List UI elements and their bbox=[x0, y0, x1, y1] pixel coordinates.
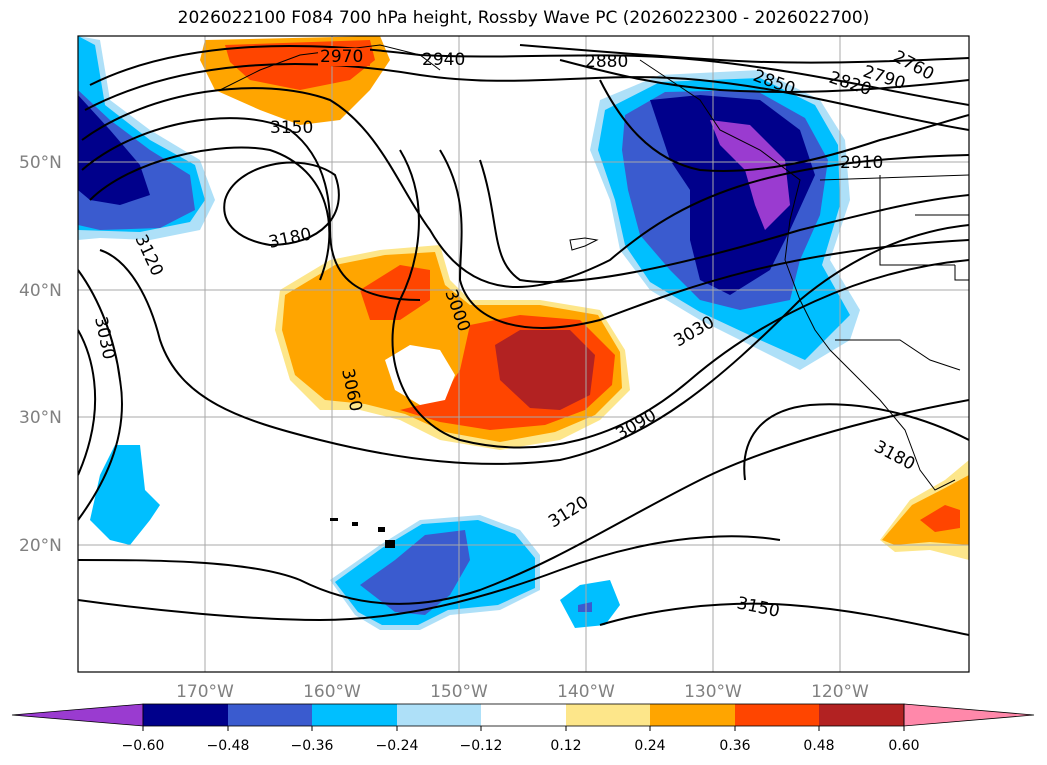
map-area: 2970 2940 2880 2850 2820 2790 2760 3150 … bbox=[78, 36, 969, 672]
colorbar-tick-marks bbox=[142, 726, 905, 731]
colorbar-tick-pos012: 0.12 bbox=[550, 738, 581, 754]
colorbar-frame bbox=[142, 703, 905, 727]
lon-label-170w: 170°W bbox=[176, 682, 234, 702]
colorbar-tick-neg036: −0.36 bbox=[291, 738, 334, 754]
lat-label-30n: 30°N bbox=[19, 408, 62, 428]
colorbar-bin-6 bbox=[566, 704, 650, 726]
height-contours bbox=[78, 44, 969, 636]
colorbar-tick-pos048: 0.48 bbox=[803, 738, 834, 754]
colorbar-bin-1 bbox=[143, 704, 228, 726]
contour-label-2940: 2940 bbox=[422, 50, 465, 70]
colorbar-bin-8 bbox=[735, 704, 819, 726]
lon-label-120w: 120°W bbox=[811, 682, 869, 702]
lat-label-20n: 20°N bbox=[19, 536, 62, 556]
figure-title: 2026022100 F084 700 hPa height, Rossby W… bbox=[177, 8, 870, 28]
positive-anomaly-hole bbox=[385, 345, 455, 405]
contour-label-2970: 2970 bbox=[320, 47, 363, 67]
latitude-labels: 50°N 40°N 30°N 20°N bbox=[19, 153, 62, 556]
lon-label-160w: 160°W bbox=[303, 682, 361, 702]
colorbar-tick-neg048: −0.48 bbox=[207, 738, 250, 754]
colorbar-extend-high bbox=[903, 703, 1035, 727]
colorbar-bin-5 bbox=[481, 704, 566, 726]
graticule bbox=[78, 36, 969, 672]
lat-label-50n: 50°N bbox=[19, 153, 62, 173]
colorbar-bin-4 bbox=[397, 704, 481, 726]
longitude-labels: 170°W 160°W 150°W 140°W 130°W 120°W bbox=[176, 682, 869, 702]
lon-label-130w: 130°W bbox=[684, 682, 742, 702]
colorbar-tick-neg012: −0.12 bbox=[460, 738, 503, 754]
lat-label-40n: 40°N bbox=[19, 281, 62, 301]
colorbar-bin-7 bbox=[650, 704, 735, 726]
colorbar-bin-9 bbox=[819, 704, 904, 726]
contour-label-2910: 2910 bbox=[840, 153, 883, 173]
hawaiian-islands bbox=[330, 518, 395, 548]
rossby-wave-shading bbox=[78, 36, 969, 630]
contour-label-3150-north: 3150 bbox=[270, 118, 313, 138]
colorbar-extend-low bbox=[11, 703, 144, 727]
colorbar-tick-neg024: −0.24 bbox=[376, 738, 419, 754]
colorbar-tick-pos060: 0.60 bbox=[888, 738, 919, 754]
colorbar-bin-3 bbox=[312, 704, 397, 726]
colorbar-tick-pos024: 0.24 bbox=[634, 738, 665, 754]
lon-label-140w: 140°W bbox=[557, 682, 615, 702]
lon-label-150w: 150°W bbox=[430, 682, 488, 702]
colorbar-tick-pos036: 0.36 bbox=[719, 738, 750, 754]
colorbar-bin-2 bbox=[228, 704, 312, 726]
map-frame bbox=[77, 35, 970, 673]
colorbar: −0.60 −0.48 −0.36 −0.24 −0.12 0.12 0.24 … bbox=[11, 703, 1035, 754]
contour-label-2880: 2880 bbox=[585, 52, 628, 72]
colorbar-tick-neg060: −0.60 bbox=[122, 738, 165, 754]
